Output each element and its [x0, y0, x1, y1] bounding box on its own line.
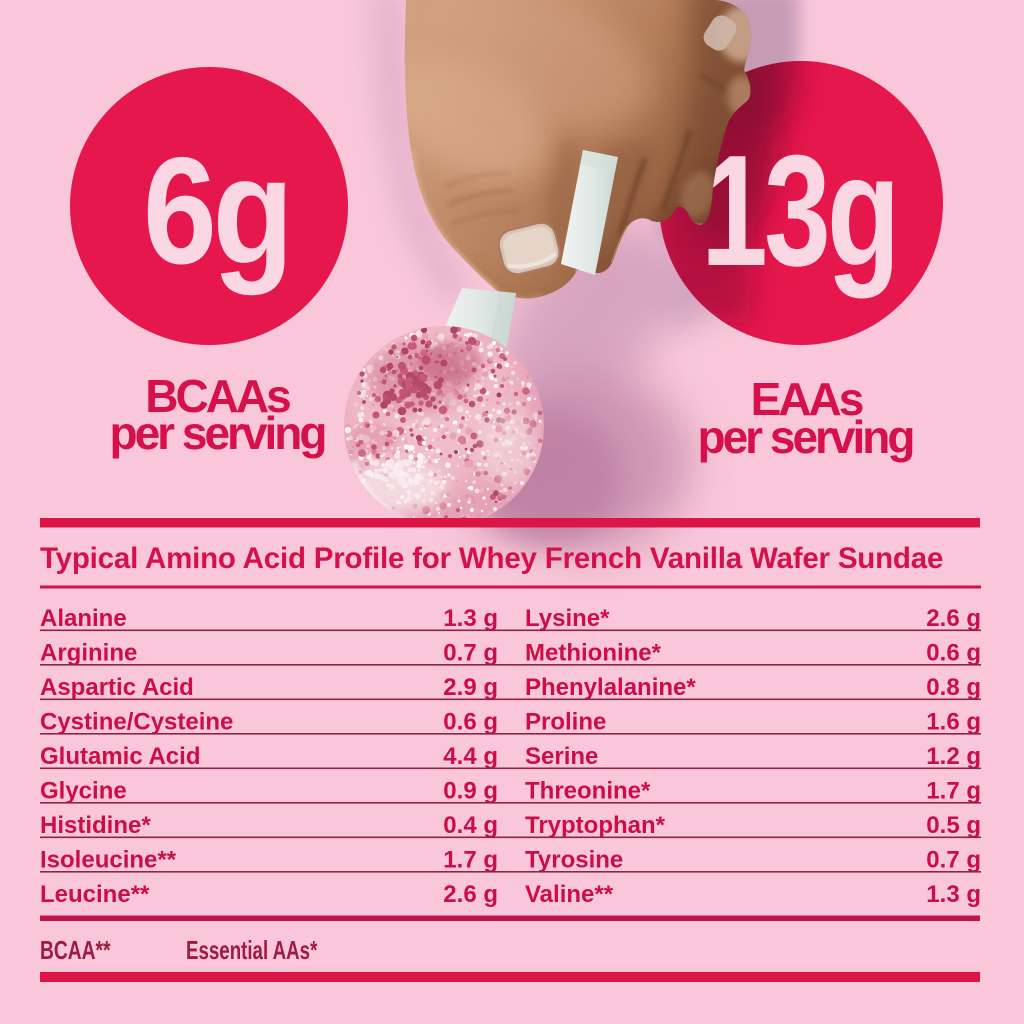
svg-text:Aspartic Acid: Aspartic Acid [40, 674, 194, 701]
svg-text:1.3 g: 1.3 g [926, 881, 981, 908]
svg-text:Leucine**: Leucine** [40, 881, 150, 908]
svg-text:1.6 g: 1.6 g [926, 709, 981, 736]
svg-text:Arginine: Arginine [40, 640, 137, 667]
svg-text:Phenylalanine*: Phenylalanine* [525, 674, 696, 701]
svg-text:Alanine: Alanine [40, 605, 127, 632]
svg-text:1.7 g: 1.7 g [443, 847, 498, 874]
svg-text:1.3 g: 1.3 g [443, 605, 498, 632]
svg-text:Histidine*: Histidine* [40, 812, 151, 839]
svg-text:2.6 g: 2.6 g [443, 881, 498, 908]
svg-text:0.7 g: 0.7 g [926, 847, 981, 874]
svg-text:0.4 g: 0.4 g [443, 812, 498, 839]
svg-text:Lysine*: Lysine* [525, 605, 610, 632]
svg-text:per serving: per serving [110, 407, 326, 459]
svg-text:0.9 g: 0.9 g [443, 778, 498, 805]
svg-text:BCAAs: BCAAs [145, 370, 290, 422]
svg-text:13g: 13g [701, 122, 897, 299]
svg-text:1.2 g: 1.2 g [926, 743, 981, 770]
svg-text:0.6 g: 0.6 g [926, 640, 981, 667]
svg-text:6g: 6g [143, 127, 289, 296]
svg-text:1.7 g: 1.7 g [926, 778, 981, 805]
svg-text:Serine: Serine [525, 743, 598, 770]
svg-text:Cystine/Cysteine: Cystine/Cysteine [40, 709, 233, 736]
svg-text:4.4 g: 4.4 g [443, 743, 498, 770]
svg-text:Glycine: Glycine [40, 778, 127, 805]
svg-text:0.5 g: 0.5 g [926, 812, 981, 839]
svg-text:BCAA**: BCAA** [40, 935, 111, 965]
svg-text:Valine**: Valine** [525, 881, 614, 908]
svg-text:Typical Amino Acid Profile for: Typical Amino Acid Profile for Whey Fren… [40, 542, 943, 575]
svg-text:0.7 g: 0.7 g [443, 640, 498, 667]
svg-text:Tryptophan*: Tryptophan* [525, 812, 666, 839]
svg-text:0.8 g: 0.8 g [926, 674, 981, 701]
svg-text:Proline: Proline [525, 709, 606, 736]
svg-text:Isoleucine**: Isoleucine** [40, 847, 177, 874]
svg-text:2.9 g: 2.9 g [443, 674, 498, 701]
svg-text:Threonine*: Threonine* [525, 778, 651, 805]
svg-text:Essential AAs*: Essential AAs* [186, 935, 318, 965]
svg-text:0.6 g: 0.6 g [443, 709, 498, 736]
svg-text:EAAs: EAAs [751, 373, 863, 425]
svg-text:2.6 g: 2.6 g [926, 605, 981, 632]
svg-text:Tyrosine: Tyrosine [525, 847, 623, 874]
svg-text:per serving: per serving [698, 411, 914, 463]
svg-text:Methionine*: Methionine* [525, 640, 662, 667]
svg-text:Glutamic Acid: Glutamic Acid [40, 743, 200, 770]
